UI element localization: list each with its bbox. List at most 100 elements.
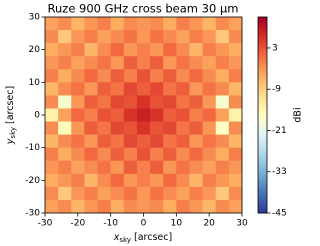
heatmap-cell [123, 173, 138, 188]
heatmap-cell [84, 199, 98, 214]
heatmap-cell [150, 30, 164, 44]
colorbar-swatch [258, 27, 267, 30]
y-label-subscript: sky [9, 127, 17, 139]
x-tick-label: 30 [236, 219, 248, 229]
colorbar-swatch [258, 55, 267, 58]
heatmap-cell [71, 69, 85, 83]
heatmap-cell [45, 186, 59, 201]
colorbar-swatch [258, 151, 267, 154]
colorbar-swatch [258, 75, 267, 78]
heatmap-cell [58, 147, 72, 162]
colorbar-swatch [258, 143, 267, 146]
colorbar-tick-label: 3 [272, 43, 278, 53]
heatmap-cell [136, 186, 151, 201]
heatmap-cell [215, 160, 230, 175]
heatmap-cell [71, 134, 85, 148]
heatmap-cell [110, 17, 125, 31]
heatmap-cell [84, 69, 98, 83]
colorbar-swatch [258, 21, 267, 24]
heatmap-cell [176, 186, 190, 201]
heatmap-cell [189, 121, 203, 135]
heatmap-cell [228, 30, 243, 44]
heatmap-cell [150, 17, 164, 31]
heatmap-cell [215, 173, 230, 188]
colorbar-swatch [258, 91, 267, 94]
heatmap-cell [136, 199, 151, 214]
heatmap-cell [189, 56, 203, 70]
heatmap-cell [58, 160, 72, 175]
heatmap-cell [123, 30, 138, 44]
heatmap-cell [123, 147, 138, 162]
heatmap-cell [136, 17, 151, 31]
heatmap-cell [97, 160, 111, 175]
heatmap-cell [228, 160, 243, 175]
x-tick-label: -10 [103, 219, 118, 229]
heatmap-cell [176, 82, 190, 96]
colorbar-swatch [258, 177, 267, 180]
heatmap-cell [163, 108, 177, 122]
heatmap-cell [228, 17, 243, 31]
heatmap-cell [163, 82, 177, 96]
heatmap-cell [58, 95, 72, 109]
colorbar-swatch [258, 161, 267, 164]
colorbar-swatch [258, 47, 267, 50]
heatmap-cell [163, 56, 177, 70]
colorbar-swatch [258, 85, 267, 88]
colorbar-swatch [258, 73, 267, 76]
heatmap-cell [163, 160, 177, 175]
heatmap-cell [215, 43, 230, 57]
colorbar-swatch [258, 127, 267, 130]
heatmap-cell [123, 160, 138, 175]
y-tick-label: -30 [25, 209, 40, 219]
colorbar-swatch [258, 155, 267, 158]
heatmap-cell [189, 199, 203, 214]
x-tick-label: -20 [70, 219, 85, 229]
heatmap-cell [150, 160, 164, 175]
colorbar-swatch [258, 23, 267, 26]
x-label-subscript: sky [119, 236, 131, 244]
heatmap-cell [45, 160, 59, 175]
colorbar-swatch [258, 57, 267, 60]
x-tick-label: -30 [38, 219, 53, 229]
heatmap-cell [189, 82, 203, 96]
heatmap-cell [58, 82, 72, 96]
x-tick-label: 0 [141, 219, 147, 229]
heatmap-cell [97, 30, 111, 44]
heatmap-cell [84, 43, 98, 57]
colorbar-swatch [258, 59, 267, 62]
heatmap-cell [176, 43, 190, 57]
heatmap-cell [123, 69, 138, 83]
colorbar-swatch [258, 29, 267, 32]
heatmap-cell [71, 17, 85, 31]
heatmap-cell [228, 108, 243, 122]
heatmap-cell [176, 173, 190, 188]
heatmap-cell [215, 17, 230, 31]
heatmap-cell [58, 69, 72, 83]
colorbar-swatch [258, 159, 267, 162]
heatmap-cell [84, 82, 98, 96]
heatmap-cell [71, 30, 85, 44]
heatmap-cell [97, 82, 111, 96]
colorbar-swatch [258, 145, 267, 148]
colorbar-swatch [258, 211, 267, 214]
heatmap-cell [45, 199, 59, 214]
heatmap-cell [189, 173, 203, 188]
colorbar-swatch [258, 209, 267, 212]
heatmap-cell [228, 147, 243, 162]
heatmap-cell [228, 121, 243, 135]
heatmap-cell [176, 69, 190, 83]
heatmap-cell [150, 69, 164, 83]
heatmap-cell [202, 173, 217, 188]
heatmap-cell [176, 121, 190, 135]
heatmap-cell [136, 30, 151, 44]
heatmap-cell [163, 17, 177, 31]
heatmap-cell [97, 95, 111, 109]
heatmap-cell [163, 30, 177, 44]
colorbar-swatch [258, 51, 267, 54]
colorbar-swatch [258, 135, 267, 138]
heatmap-cell [136, 43, 151, 57]
colorbar-swatch [258, 105, 267, 108]
heatmap-cell [215, 121, 230, 135]
colorbar-swatch [258, 139, 267, 142]
heatmap-cell [189, 30, 203, 44]
